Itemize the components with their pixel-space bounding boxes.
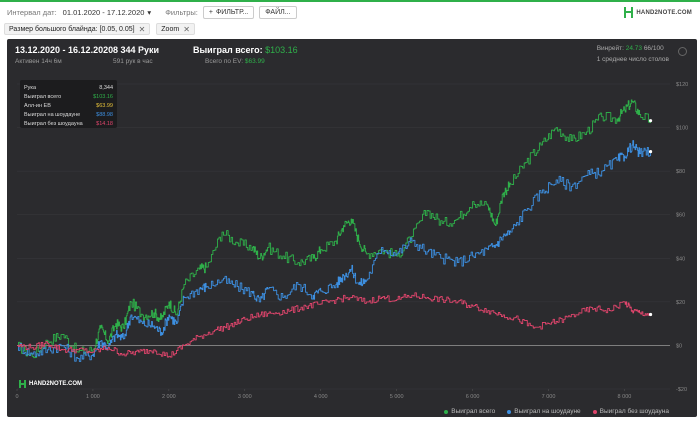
filter-chip-label: Размер большого блайнда: [0.05, 0.05] [9, 25, 135, 33]
session-summary: 13.12.2020 - 16.12.2020 Активен 14ч 6м 8… [15, 45, 689, 71]
chevron-down-icon: ▾ [147, 7, 152, 17]
winrate-label: Винрейт: [596, 45, 624, 52]
date-interval-select[interactable]: 01.01.2020 - 17.12.2020 ▾ [63, 8, 152, 17]
session-winnings: Выиграл всего: $103.16 Всего по EV: $63.… [193, 45, 298, 65]
session-active-time: Активен 14ч 6м [15, 58, 62, 65]
close-icon[interactable]: ✕ [138, 24, 146, 34]
filter-chip-big-blind[interactable]: Размер большого блайнда: [0.05, 0.05] ✕ [4, 23, 151, 35]
tooltip-value: $88.98 [96, 111, 113, 118]
session-dates: 13.12.2020 - 16.12.2020 Активен 14ч 6м [15, 45, 113, 65]
y-tick-label: $20 [676, 300, 685, 306]
h-logo-icon [624, 7, 634, 18]
tooltip-row-nonshowdown: Выиграл без шоудауна $14.18 [24, 119, 113, 128]
chart-watermark: HAND2NOTE.COM [19, 380, 82, 388]
active-filter-chips: Размер большого блайнда: [0.05, 0.05] ✕ … [4, 23, 195, 35]
x-tick-label: 7 000 [542, 394, 556, 400]
legend-item-showdown[interactable]: Выиграл на шоудауне [507, 408, 581, 415]
x-tick-label: 1 000 [86, 394, 100, 400]
tooltip-label: Выиграл всего [24, 93, 62, 100]
plus-icon: + [208, 8, 213, 16]
winrate-unit: 66/100 [643, 45, 664, 52]
tooltip-row-ev: Алл-ин EВ $63.99 [24, 101, 113, 110]
legend-dot [444, 409, 449, 414]
x-tick-label: 0 [15, 394, 18, 400]
y-tick-label: -$20 [676, 387, 687, 393]
close-icon[interactable]: ✕ [183, 24, 190, 34]
ev-total-label: Всего по EV: [205, 58, 244, 65]
x-tick-label: 5 000 [390, 394, 404, 400]
add-filter-button[interactable]: + ФИЛЬТР... [202, 5, 255, 19]
session-date-range: 13.12.2020 - 16.12.2020 [15, 45, 114, 55]
file-button[interactable]: ФАЙЛ... [259, 5, 297, 19]
tooltip-value: $103.16 [93, 93, 113, 100]
series-end-point [648, 149, 653, 154]
filter-chip-zoom[interactable]: Zoom ✕ [156, 23, 195, 35]
legend-item-total[interactable]: Выиграл всего [444, 408, 495, 415]
tooltip-label: Алл-ин EВ [24, 102, 51, 109]
legend-item-nonshowdown[interactable]: Выиграл без шоудауна [592, 408, 669, 415]
x-tick-label: 4 000 [314, 394, 328, 400]
won-total-label: Выиграл всего: [193, 45, 263, 55]
ev-total-value: $63.99 [244, 58, 265, 65]
legend-label: Выиграл на шоудауне [514, 408, 581, 415]
legend-dot [507, 409, 512, 414]
legend-dot [592, 409, 597, 414]
filters-label: Фильтры: [165, 7, 198, 17]
tooltip-row-hand: Рука 8,344 [24, 83, 113, 92]
watermark-text: HAND2NOTE.COM [29, 381, 83, 387]
winnings-chart: $120 $100 $80 $60 $40 $20 $0 -$20 0 1 000 2 000 3 0… [15, 82, 688, 400]
tooltip-label: Выиграл без шоудауна [24, 120, 83, 127]
filter-chip-label: Zoom [161, 25, 180, 33]
won-total-value: $103.16 [265, 45, 298, 55]
tooltip-row-total: Выиграл всего $103.16 [24, 92, 113, 101]
legend-label: Выиграл без шоудауна [599, 408, 669, 415]
chart-legend: Выиграл всего Выиграл на шоудауне Выигра… [444, 408, 669, 415]
legend-label: Выиграл всего [451, 408, 496, 415]
graph-panel: $120 $100 $80 $60 $40 $20 $0 -$20 0 1 000 2 000 3 0… [7, 39, 697, 417]
chart-tooltip: Рука 8,344 Выиграл всего $103.16 Алл-ин … [20, 80, 117, 128]
date-interval-value: 01.01.2020 - 17.12.2020 [62, 7, 145, 17]
avg-tables: 1 среднее число столов [596, 56, 669, 63]
tooltip-hand-value: 8,344 [99, 84, 113, 91]
filter-bar: Интервал дат: 01.01.2020 - 17.12.2020 ▾ … [0, 2, 700, 22]
y-tick-label: $100 [676, 126, 688, 132]
h-logo-icon [19, 380, 26, 388]
series-line [17, 99, 652, 359]
series-line [17, 140, 652, 362]
x-tick-label: 6 000 [466, 394, 480, 400]
hands-per-hour: 591 рук в час [113, 58, 153, 65]
tooltip-value: $14.18 [96, 120, 113, 127]
session-hands: 8 344 Руки 591 рук в час [113, 45, 159, 65]
tooltip-row-showdown: Выиграл на шоудауне $88.98 [24, 110, 113, 119]
tooltip-hand-label: Рука [24, 84, 37, 91]
x-tick-label: 3 000 [238, 394, 252, 400]
top-accent-line [0, 0, 700, 2]
y-tick-label: $40 [676, 256, 685, 262]
gear-icon[interactable] [678, 47, 687, 56]
x-tick-label: 2 000 [162, 394, 176, 400]
tooltip-value: $63.99 [96, 102, 113, 109]
series-end-point [648, 119, 653, 123]
logo-text: HAND2NOTE.COM [636, 9, 692, 16]
x-tick-label: 8 000 [618, 394, 632, 400]
hand2note-logo: HAND2NOTE.COM [624, 7, 692, 18]
y-tick-label: $0 [676, 343, 682, 349]
winrate-value: 24.73 [625, 45, 642, 52]
winrate-block: Винрейт: 24.73 66/100 1 среднее число ст… [597, 45, 669, 63]
file-button-label: ФАЙЛ... [265, 8, 291, 16]
date-interval-label: Интервал дат: [7, 7, 57, 17]
add-filter-label: ФИЛЬТР... [215, 8, 249, 16]
tooltip-label: Выиграл на шоудауне [24, 111, 81, 118]
hands-count: 8 344 Руки [113, 45, 160, 55]
series-line [17, 292, 652, 358]
series-end-point [648, 312, 653, 317]
y-tick-label: $60 [676, 213, 685, 219]
y-tick-label: $80 [676, 169, 685, 175]
y-tick-label: $120 [676, 82, 688, 88]
